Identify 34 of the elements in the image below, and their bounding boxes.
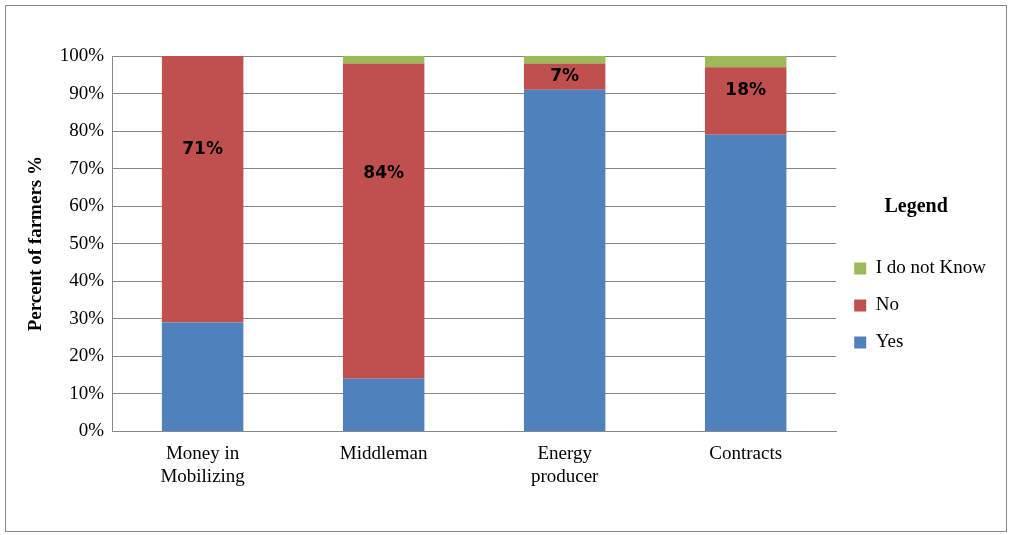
bar: [342, 56, 425, 64]
x-tick-label: Middleman: [339, 441, 428, 463]
y-tick-label: 30%: [69, 306, 105, 328]
data-label: 18%: [725, 79, 767, 100]
x-tick-label: Energy producer: [530, 441, 600, 486]
bar: [704, 134, 787, 431]
y-tick-label: 20%: [69, 344, 105, 366]
data-label: 71%: [182, 137, 223, 158]
legend-label: I do not Know: [875, 256, 987, 278]
y-axis-title: Percent of farmers %: [24, 156, 46, 332]
y-tick-label: 80%: [69, 119, 105, 141]
y-tick-label: 90%: [69, 81, 105, 103]
legend-title: Legend: [884, 194, 948, 218]
bar: [161, 322, 244, 431]
y-tick-label: 50%: [69, 231, 105, 253]
y-tick-label: 60%: [69, 194, 105, 216]
legend-label: No: [875, 293, 899, 315]
y-tick-label: 40%: [69, 269, 105, 291]
y-tick-label: 100%: [59, 43, 105, 65]
x-tick-label: Money in Mobilizing: [160, 441, 246, 486]
data-label: 7%: [550, 65, 580, 86]
y-tick-label: 70%: [69, 156, 105, 178]
bar: [704, 56, 787, 68]
bar: [342, 63, 425, 379]
data-label: 84%: [363, 162, 405, 183]
bar: [161, 56, 244, 323]
bar: [523, 56, 606, 64]
y-tick-label: 0%: [78, 419, 105, 441]
bar: [523, 89, 606, 431]
bar: [342, 378, 425, 431]
legend-label: Yes: [875, 330, 904, 352]
bar: [704, 67, 787, 135]
y-tick-label: 10%: [69, 381, 105, 403]
x-tick-label: Contracts: [709, 441, 783, 463]
